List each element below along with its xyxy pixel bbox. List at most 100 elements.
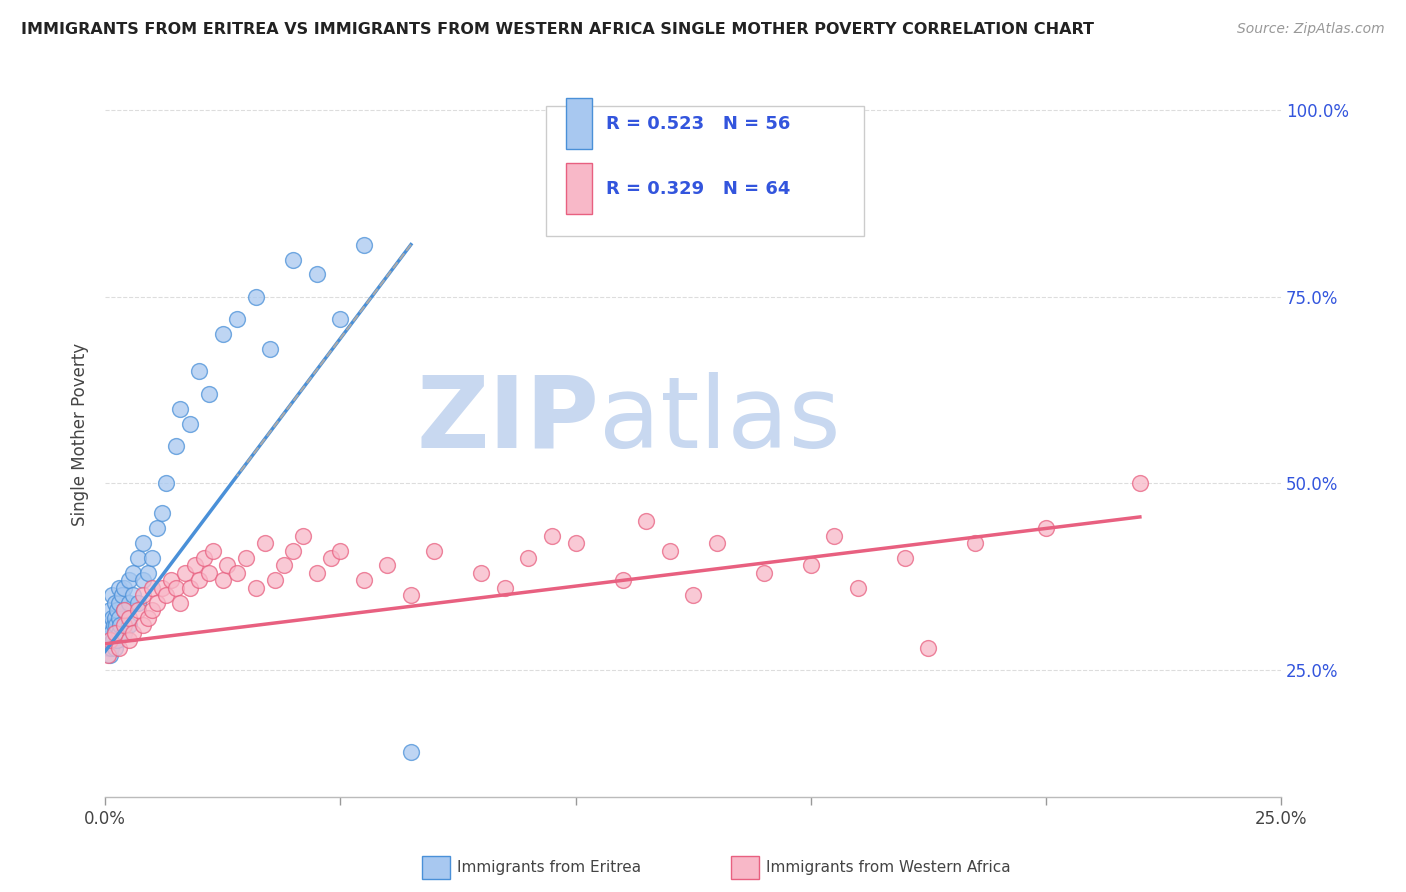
Point (104, 596, 127, 610)
Point (104, 610, 127, 624)
Point (399, 745, 422, 759)
Text: atlas: atlas (599, 372, 841, 469)
Point (823, 528, 845, 542)
Point (127, 551, 149, 566)
Point (305, 566, 328, 580)
Point (104, 625, 127, 640)
Point (118, 610, 141, 624)
Point (399, 588, 422, 602)
Point (111, 588, 134, 602)
Point (146, 596, 169, 610)
Point (423, 543, 446, 558)
Point (541, 528, 564, 542)
Point (108, 625, 131, 640)
Point (263, 574, 285, 588)
Point (273, 558, 295, 573)
Point (98, 603, 121, 617)
Point (100, 625, 122, 640)
Point (108, 610, 131, 624)
Point (104, 625, 127, 640)
Point (160, 574, 183, 588)
Text: R = 0.329   N = 64: R = 0.329 N = 64 (606, 180, 790, 198)
Point (150, 506, 173, 520)
Point (254, 536, 277, 550)
Point (217, 558, 239, 573)
Point (101, 610, 124, 624)
Point (225, 566, 247, 580)
Text: Immigrants from Western Africa: Immigrants from Western Africa (766, 861, 1011, 875)
Point (98, 633, 121, 648)
Point (319, 551, 342, 566)
Point (329, 312, 352, 326)
Point (108, 581, 131, 595)
Point (132, 588, 155, 602)
Point (108, 596, 131, 610)
Point (235, 551, 257, 566)
Point (517, 551, 540, 566)
Point (1035, 521, 1057, 535)
Point (112, 618, 135, 632)
Point (494, 581, 516, 595)
Point (245, 581, 267, 595)
Point (291, 528, 314, 542)
Point (752, 566, 775, 580)
Point (118, 618, 141, 632)
Point (202, 543, 225, 558)
Point (132, 536, 155, 550)
Point (98, 648, 121, 662)
Point (122, 625, 145, 640)
Point (179, 581, 201, 595)
Y-axis label: Single Mother Poverty: Single Mother Poverty (72, 343, 89, 526)
Point (112, 581, 135, 595)
Point (353, 574, 375, 588)
Point (122, 588, 145, 602)
Text: Source: ZipAtlas.com: Source: ZipAtlas.com (1237, 22, 1385, 37)
Point (97, 625, 120, 640)
Point (174, 566, 197, 580)
Point (132, 574, 155, 588)
Point (112, 625, 135, 640)
Point (377, 558, 399, 573)
Point (634, 514, 657, 528)
Point (118, 596, 141, 610)
Point (193, 551, 215, 566)
Point (211, 327, 233, 342)
Point (283, 252, 305, 267)
Point (211, 574, 233, 588)
Point (101, 588, 124, 602)
Point (112, 603, 135, 617)
Point (127, 603, 149, 617)
Point (165, 439, 187, 453)
Point (197, 566, 219, 580)
Point (101, 633, 124, 648)
Point (800, 558, 823, 573)
Point (105, 603, 128, 617)
Point (136, 610, 159, 624)
Point (141, 603, 163, 617)
Point (155, 476, 177, 491)
Point (169, 401, 191, 416)
Point (329, 543, 352, 558)
Text: Immigrants from Eritrea: Immigrants from Eritrea (457, 861, 641, 875)
Point (470, 566, 492, 580)
Point (188, 574, 211, 588)
Point (104, 618, 127, 632)
Point (155, 588, 177, 602)
FancyBboxPatch shape (546, 105, 863, 235)
Point (893, 551, 915, 566)
Point (283, 543, 305, 558)
Point (98, 618, 121, 632)
Point (141, 551, 163, 566)
Point (188, 364, 211, 378)
Point (104, 640, 127, 655)
Point (965, 536, 987, 550)
Point (127, 596, 149, 610)
Point (846, 581, 869, 595)
Point (1129, 476, 1152, 491)
Bar (567, 163, 592, 214)
Point (122, 566, 145, 580)
Point (682, 588, 704, 602)
Point (98, 633, 121, 648)
Point (225, 312, 247, 326)
Point (118, 633, 141, 648)
